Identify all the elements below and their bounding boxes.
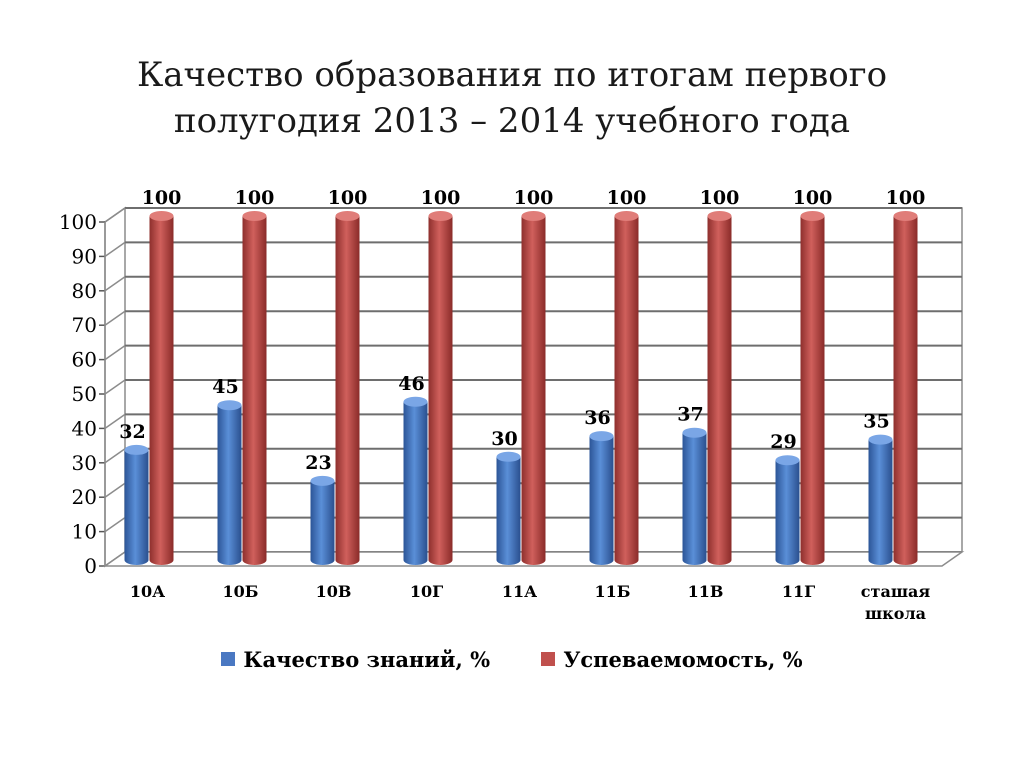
bar-progress-11Б	[614, 216, 639, 565]
data-label-progress-10В: 100	[328, 187, 368, 209]
x-tick-label: 10Г	[410, 582, 443, 601]
legend-swatch-progress	[541, 652, 556, 666]
bar-progress-10Г	[428, 216, 453, 565]
bar-top-quality-11Б	[589, 431, 614, 442]
y-tick-label: 50	[72, 382, 97, 406]
y-tick-label: 60	[72, 348, 97, 372]
x-tick-label: 11В	[688, 582, 724, 601]
bar-top-progress-11В	[707, 211, 732, 221]
data-label-progress-11В: 100	[700, 187, 740, 209]
y-tick-label: 20	[72, 485, 97, 509]
gridline-depth	[104, 448, 126, 464]
bar-progress-сташая-школа	[893, 216, 918, 565]
bar-quality-10А	[124, 449, 149, 565]
bar-progress-10В	[335, 216, 360, 565]
gridline-depth	[104, 276, 126, 292]
legend-label-progress: Успеваемомость, %	[563, 646, 803, 672]
x-tick-label: школа	[865, 604, 926, 623]
bar-quality-10В	[310, 480, 335, 565]
data-label-quality-11В: 37	[677, 404, 703, 426]
bar-top-quality-10А	[124, 444, 149, 455]
x-tick-label: сташая	[861, 582, 931, 601]
data-label-quality-10А: 32	[119, 421, 145, 443]
data-label-progress-10Б: 100	[235, 187, 275, 209]
data-label-progress-10А: 100	[142, 187, 182, 209]
y-tick-label: 80	[72, 279, 97, 303]
bar-top-quality-10Г	[403, 396, 428, 407]
y-tick-label: 90	[72, 244, 97, 268]
data-label-quality-10Б: 45	[212, 376, 238, 398]
bar-top-quality-11Г	[775, 455, 800, 466]
bar-top-progress-11А	[521, 211, 546, 221]
bar-top-quality-11В	[682, 427, 707, 438]
bar-top-progress-10Б	[242, 211, 267, 221]
gridline-depth	[104, 516, 126, 533]
gridline-depth	[104, 482, 126, 498]
bar-quality-11В	[682, 432, 707, 565]
data-label-progress-сташая-школа: 100	[886, 187, 926, 209]
legend: Качество знаний, % Успеваемомость, %	[0, 646, 1024, 672]
bar-progress-10А	[149, 216, 174, 565]
gridline-depth	[104, 310, 126, 326]
bar-progress-11Г	[800, 216, 825, 565]
x-tick-label: 10А	[130, 582, 165, 601]
bar-progress-11А	[521, 216, 546, 565]
bar-top-progress-10Г	[428, 211, 453, 221]
x-tick-label: 11А	[502, 582, 537, 601]
bar-top-quality-10В	[310, 475, 335, 486]
legend-label-quality: Качество знаний, %	[243, 646, 491, 672]
y-tick-label: 40	[72, 416, 97, 440]
bar-top-progress-10А	[149, 211, 174, 221]
bar-chart: 0 10 20 30 40 50 60 70 80 90 100 32 100 10А 45 100 10Б 23…	[59, 187, 965, 623]
y-tick-label: 10	[72, 520, 97, 544]
gridline-depth	[104, 207, 126, 223]
gridline-depth	[104, 344, 126, 361]
bar-quality-11Г	[775, 460, 800, 565]
bar-top-progress-10В	[335, 211, 360, 221]
y-tick-label: 30	[72, 451, 97, 475]
data-label-quality-10Г: 46	[398, 373, 424, 395]
bar-progress-11В	[707, 216, 732, 565]
bar-quality-11Б	[589, 436, 614, 565]
x-tick-label: 10В	[316, 582, 352, 601]
bar-top-quality-сташая-школа	[868, 434, 893, 445]
bar-progress-10Б	[242, 216, 267, 565]
gridline-depth	[104, 379, 126, 395]
y-tick-label: 0	[84, 554, 97, 578]
data-label-progress-11А: 100	[514, 187, 554, 209]
bar-top-progress-11Г	[800, 211, 825, 221]
data-label-progress-11Б: 100	[607, 187, 647, 209]
y-tick-label: 70	[72, 313, 97, 337]
bar-quality-11А	[496, 456, 521, 565]
x-tick-label: 11Г	[782, 582, 815, 601]
y-tick-label: 100	[59, 210, 97, 234]
title-line-1: Качество образования по итогам первого	[136, 55, 888, 95]
bar-quality-сташая-школа	[868, 439, 893, 565]
data-label-quality-10В: 23	[305, 452, 331, 474]
bar-top-quality-11А	[496, 451, 521, 462]
bar-top-quality-10Б	[217, 400, 242, 411]
legend-swatch-quality	[221, 652, 236, 666]
gridline-depth	[104, 241, 126, 258]
bar-quality-10Б	[217, 405, 242, 565]
data-label-quality-11А: 30	[491, 428, 517, 450]
data-label-progress-11Г: 100	[793, 187, 833, 209]
legend-item-quality: Качество знаний, %	[221, 647, 490, 672]
title-line-2: полугодия 2013 – 2014 учебного года	[173, 101, 851, 141]
legend-item-progress: Успеваемомость, %	[541, 646, 803, 672]
plot-area: 0 10 20 30 40 50 60 70 80 90 100 32 100 10А 45 100 10Б 23…	[59, 187, 965, 623]
slide-title: Качество образования по итогам первого п…	[0, 52, 1024, 144]
data-label-quality-11Б: 36	[584, 407, 610, 429]
data-label-quality-11Г: 29	[770, 431, 796, 453]
x-tick-label: 11Б	[595, 582, 631, 601]
bar-top-progress-сташая-школа	[893, 211, 918, 221]
gridline-depth	[104, 413, 126, 430]
bar-top-progress-11Б	[614, 211, 639, 221]
bar-quality-10Г	[403, 401, 428, 565]
data-label-quality-сташая-школа: 35	[863, 411, 889, 433]
x-tick-label: 10Б	[223, 582, 259, 601]
data-label-progress-10Г: 100	[421, 187, 461, 209]
